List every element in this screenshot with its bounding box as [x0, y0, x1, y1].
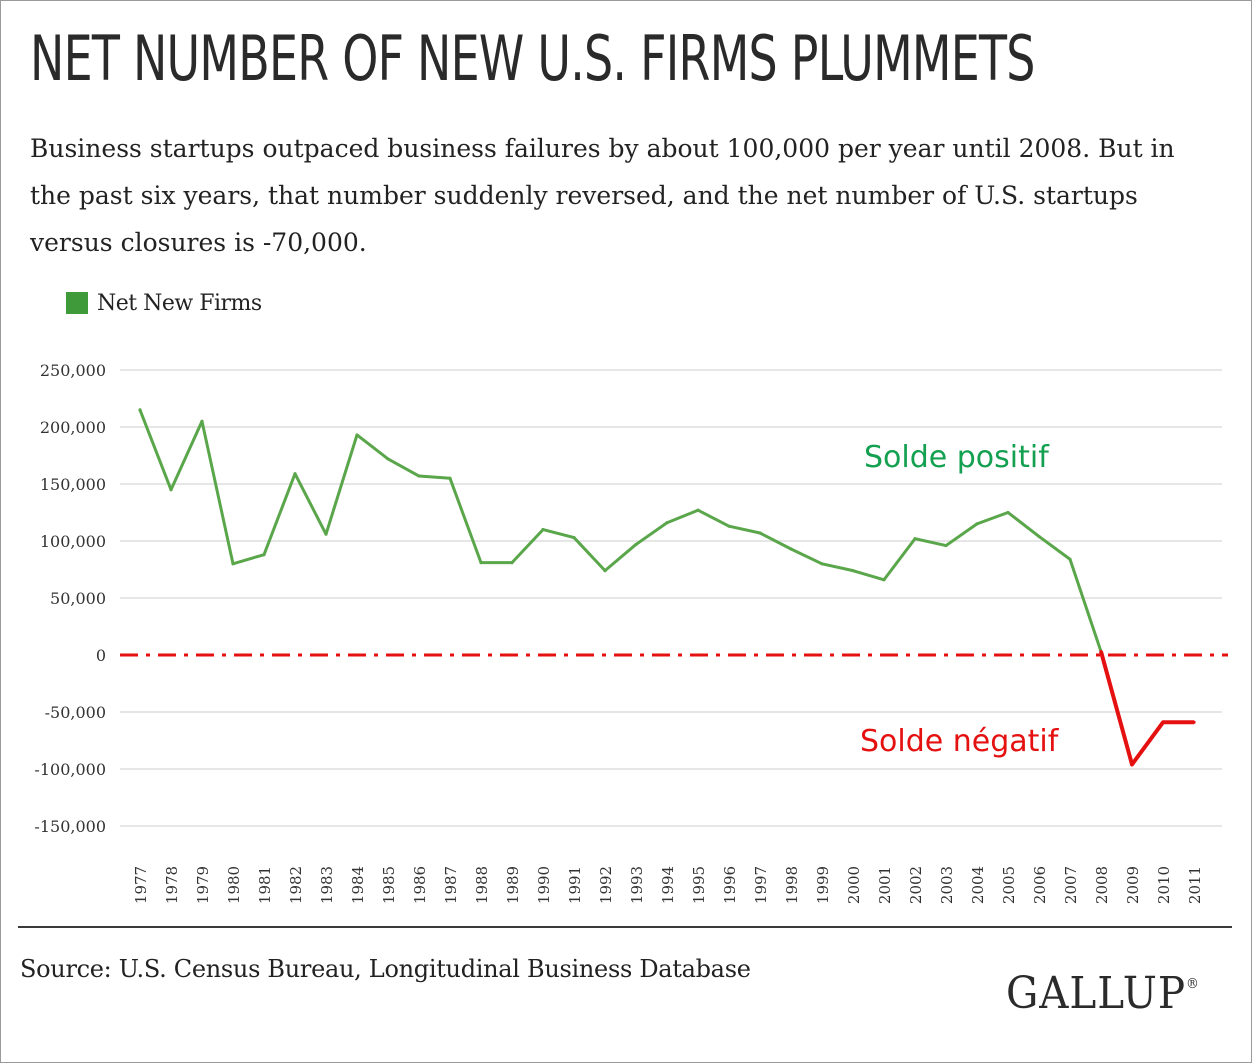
x-tick-label: 1999: [814, 866, 832, 904]
data-point: [479, 561, 483, 565]
x-tick-label: 2000: [845, 866, 863, 904]
legend-label: Net New Firms: [97, 290, 262, 316]
x-tick-label: 1981: [256, 866, 274, 904]
x-tick-label: 1979: [194, 866, 212, 904]
y-tick-label: 200,000: [40, 418, 106, 437]
data-point: [944, 543, 948, 548]
y-axis-ticks: 250,000 200,000 150,000 100,000 50,000 0 -50,0…: [34, 361, 106, 836]
x-tick-label: 1989: [504, 866, 522, 904]
data-point: [758, 531, 762, 535]
x-tick-label: 1985: [380, 866, 398, 904]
x-tick-label: 2006: [1031, 866, 1049, 904]
data-point: [448, 476, 452, 480]
x-tick-label: 2005: [1000, 866, 1018, 904]
series-line-positive: [138, 409, 1103, 653]
logo-text: GALLUP: [1006, 968, 1187, 1019]
data-point: [696, 508, 700, 512]
data-point: [603, 569, 607, 573]
y-tick-label: 50,000: [50, 589, 106, 608]
x-tick-label: 1996: [721, 866, 739, 904]
x-tick-label: 1986: [411, 866, 429, 904]
x-tick-label: 2010: [1155, 866, 1173, 904]
data-point: [386, 457, 390, 461]
legend: Net New Firms: [66, 288, 262, 318]
source-note: Source: U.S. Census Bureau, Longitudinal…: [20, 955, 751, 983]
data-point: [1006, 510, 1010, 515]
x-tick-label: 1995: [690, 866, 708, 904]
data-point: [727, 524, 731, 528]
chart-title: NET NUMBER OF NEW U.S. FIRMS PLUMMETS: [30, 22, 1035, 95]
x-tick-label: 1987: [442, 866, 460, 904]
x-tick-label: 1998: [783, 866, 801, 904]
data-point: [789, 547, 793, 551]
data-point: [572, 535, 576, 540]
data-point: [1037, 534, 1041, 539]
series-line-negative: [1099, 651, 1194, 767]
chart-subtitle: Business startups outpaced business fail…: [30, 134, 1175, 257]
data-point: [1192, 720, 1196, 724]
y-tick-label: -150,000: [34, 817, 106, 836]
x-tick-label: 2011: [1186, 866, 1204, 904]
y-tick-label: 0: [96, 646, 106, 665]
x-tick-label: 2001: [876, 866, 894, 904]
data-point: [1161, 720, 1165, 724]
data-point: [1099, 649, 1103, 654]
data-point: [1068, 557, 1072, 561]
data-point: [820, 562, 824, 566]
x-tick-label: 1990: [535, 866, 553, 904]
x-tick-label: 1983: [318, 866, 336, 904]
gallup-logo: GALLUP®: [1006, 968, 1200, 1019]
data-point: [913, 537, 917, 541]
data-point: [324, 532, 328, 536]
x-tick-label: 1994: [659, 866, 677, 904]
data-point: [355, 433, 359, 437]
x-tick-label: 2002: [907, 866, 925, 904]
data-point: [1130, 762, 1134, 767]
x-tick-label: 2003: [938, 866, 956, 904]
data-point: [262, 553, 266, 557]
grid: [120, 369, 1222, 827]
y-tick-label: 100,000: [40, 532, 106, 551]
y-tick-label: 250,000: [40, 361, 106, 380]
data-point: [200, 419, 204, 423]
data-point: [541, 528, 545, 532]
data-point: [882, 578, 886, 582]
registered-mark: ®: [1186, 976, 1200, 992]
x-tick-label: 2007: [1062, 866, 1080, 904]
y-tick-label: 150,000: [40, 475, 106, 494]
x-tick-label: 1978: [163, 866, 181, 904]
data-point: [169, 488, 173, 492]
x-tick-label: 1977: [132, 866, 150, 904]
series-net-new-firms: [138, 408, 1196, 767]
x-tick-label: 2004: [969, 866, 987, 904]
x-tick-label: 1980: [225, 866, 243, 904]
x-tick-label: 1982: [287, 866, 305, 904]
x-tick-label: 1988: [473, 866, 491, 904]
data-point: [665, 521, 669, 525]
y-tick-label: -50,000: [45, 703, 106, 722]
x-tick-label: 1984: [349, 866, 367, 904]
data-point: [293, 472, 297, 476]
data-point: [510, 561, 514, 565]
x-tick-label: 2009: [1124, 866, 1142, 904]
x-tick-label: 1997: [752, 866, 770, 904]
y-tick-label: -100,000: [34, 760, 106, 779]
data-point: [138, 408, 142, 412]
x-tick-label: 1991: [566, 866, 584, 904]
data-point: [851, 569, 855, 573]
data-point: [634, 542, 638, 547]
x-tick-label: 2008: [1093, 866, 1111, 904]
data-point: [975, 522, 979, 526]
data-point: [231, 562, 235, 566]
data-point: [417, 474, 421, 478]
annotation-positive: Solde positif: [864, 440, 1050, 475]
legend-swatch: [66, 292, 88, 314]
x-tick-label: 1993: [628, 866, 646, 904]
x-tick-label: 1992: [597, 866, 615, 904]
annotation-negative: Solde négatif: [860, 724, 1060, 759]
x-axis-ticks: 1977 1978 1979 1980 1981 1982 1983 1984 1985 1986…: [132, 866, 1204, 904]
